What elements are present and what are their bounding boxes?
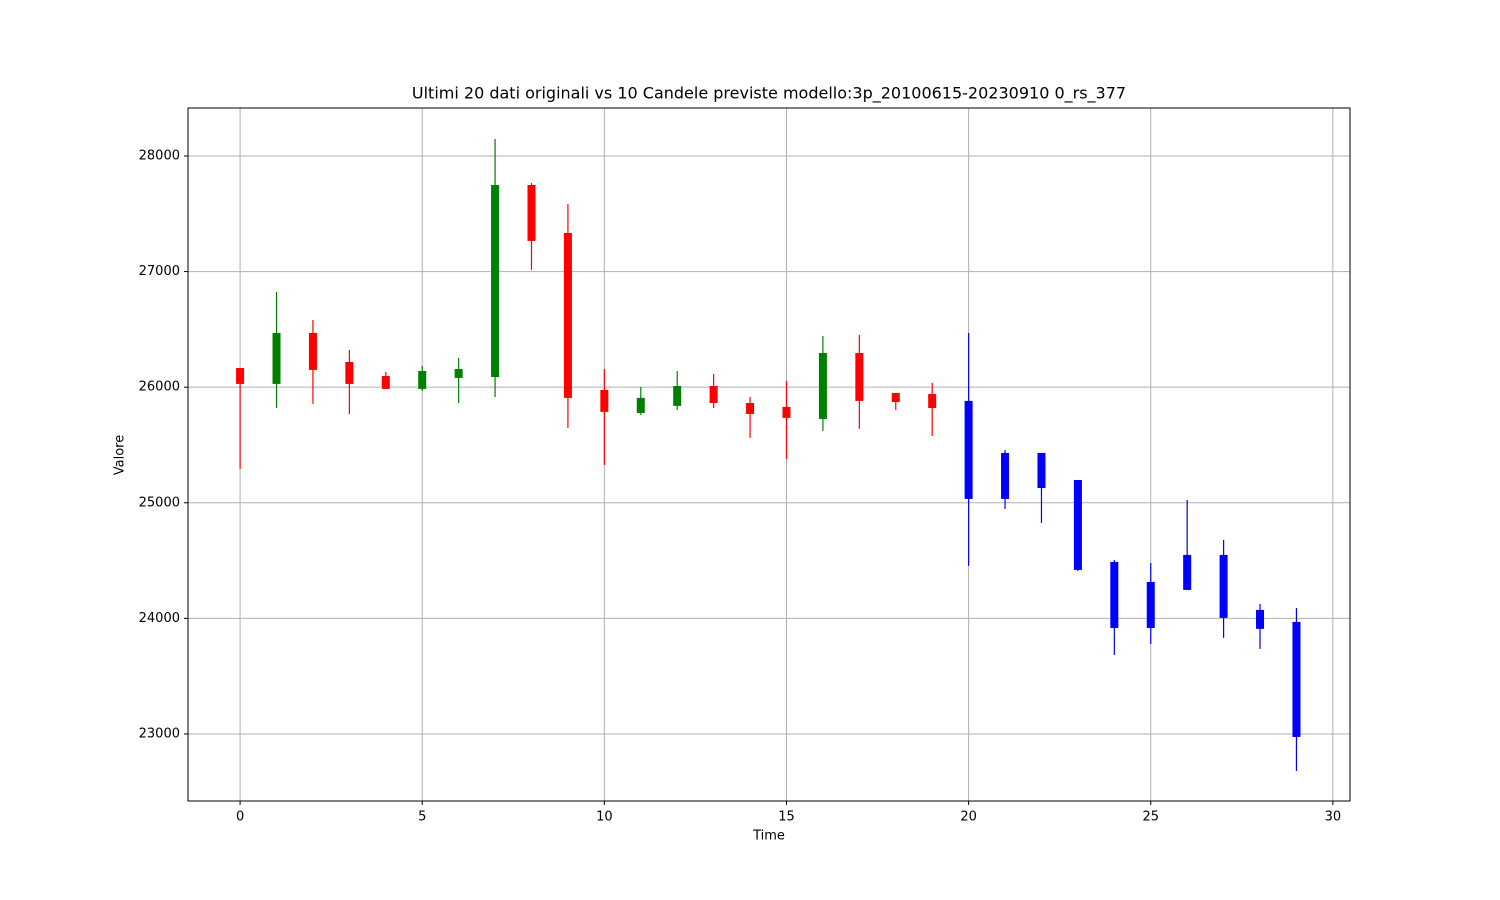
y-axis-label: Valore bbox=[113, 435, 128, 475]
candle-body bbox=[928, 393, 937, 408]
y-tick-label: 25000 bbox=[139, 495, 180, 510]
candle-body bbox=[746, 403, 755, 414]
candle-body bbox=[1110, 561, 1119, 628]
candle-body bbox=[381, 375, 390, 389]
candle-body bbox=[1183, 554, 1192, 590]
y-tick-label: 27000 bbox=[139, 264, 180, 279]
candle-body bbox=[1037, 452, 1046, 488]
candle-body bbox=[673, 386, 682, 406]
y-tick-label: 28000 bbox=[139, 148, 180, 163]
chart-title: Ultimi 20 dati originali vs 10 Candele p… bbox=[412, 84, 1126, 104]
candle-body bbox=[600, 389, 609, 412]
plot-frame bbox=[187, 107, 1351, 802]
candle-body bbox=[891, 392, 900, 402]
x-tick-label: 15 bbox=[778, 810, 795, 825]
x-tick-label: 0 bbox=[236, 810, 244, 825]
candle-body bbox=[1256, 609, 1265, 629]
candle-body bbox=[709, 386, 718, 404]
candle-body bbox=[491, 184, 500, 377]
candle-body bbox=[236, 367, 245, 384]
x-tick-label: 10 bbox=[596, 810, 613, 825]
x-tick-label: 30 bbox=[1325, 810, 1342, 825]
candle-body bbox=[964, 400, 973, 499]
candle-body bbox=[308, 332, 317, 370]
candle-body bbox=[1001, 452, 1010, 499]
candle-body bbox=[1146, 581, 1155, 628]
x-axis-label: Time bbox=[752, 829, 785, 844]
candle-body bbox=[527, 184, 536, 241]
x-tick-label: 5 bbox=[418, 810, 426, 825]
candle-body bbox=[818, 352, 827, 419]
candle-body bbox=[1292, 621, 1301, 737]
candle-body bbox=[418, 370, 427, 389]
candle-body bbox=[1219, 554, 1228, 618]
candle-body bbox=[454, 369, 463, 378]
candle-body bbox=[782, 406, 791, 418]
candle-body bbox=[272, 332, 281, 384]
candle-body bbox=[855, 352, 864, 401]
y-tick-label: 24000 bbox=[139, 611, 180, 626]
candle-body bbox=[636, 397, 645, 413]
x-tick-label: 20 bbox=[960, 810, 977, 825]
candle-body bbox=[563, 232, 572, 398]
candle-body bbox=[1073, 479, 1082, 570]
y-tick-label: 23000 bbox=[139, 726, 180, 741]
y-tick-label: 26000 bbox=[139, 380, 180, 395]
candle-body bbox=[345, 361, 354, 384]
x-tick-label: 25 bbox=[1142, 810, 1159, 825]
